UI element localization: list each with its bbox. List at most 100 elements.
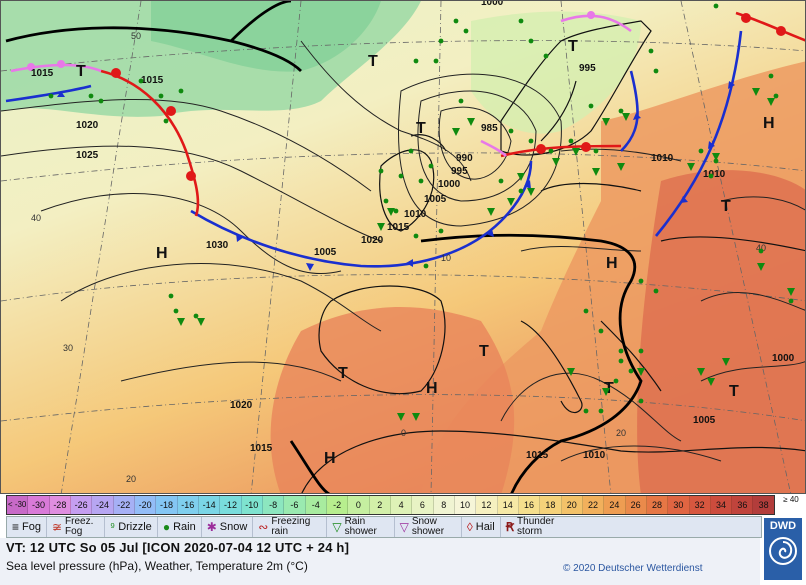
scale-cell: 30 xyxy=(668,496,690,514)
isobar-label: 995 xyxy=(451,166,468,177)
scale-cell: 34 xyxy=(710,496,733,514)
rain-shower-marker xyxy=(592,168,600,176)
rain-marker xyxy=(463,28,469,34)
rain-shower-marker xyxy=(722,358,730,366)
scale-cell: -30 xyxy=(28,496,50,514)
rain-marker xyxy=(168,293,174,299)
legend-hail: ◊ Hail xyxy=(462,517,501,537)
scale-cell: 24 xyxy=(604,496,626,514)
low-center: T xyxy=(721,198,731,215)
rain-marker xyxy=(788,298,794,304)
rain-shower-marker xyxy=(602,118,610,126)
rain-marker xyxy=(528,38,534,44)
weather-legend: ≡ Fog ≆ Freez. Fog ⁹ Drizzle ● Rain ✱ Snow ∾ F… xyxy=(6,516,762,538)
isobar-label: 1015 xyxy=(387,222,410,233)
scale-cell: -14 xyxy=(198,496,221,514)
scale-cell: 10 xyxy=(454,496,477,514)
scale-cell: 22 xyxy=(582,496,605,514)
rain-marker xyxy=(178,88,184,94)
rain-shower-icon: ▽ xyxy=(332,520,342,534)
scale-cell: -16 xyxy=(177,496,199,514)
legend-fog: ≡ Fog xyxy=(7,517,47,537)
rain-marker xyxy=(383,198,389,204)
warm-front xyxy=(100,11,805,217)
isobar-label: 1005 xyxy=(693,415,716,426)
isobar-label: 1030 xyxy=(206,240,229,251)
rain-marker xyxy=(548,148,554,154)
legend-snow-shower-label: Snow shower xyxy=(411,516,445,537)
coastlines xyxy=(301,20,805,493)
graticule xyxy=(1,1,805,493)
legend-rain: ● Rain xyxy=(158,517,202,537)
rain-marker xyxy=(378,168,384,174)
temperature-label: 40 xyxy=(31,213,41,223)
rain-marker xyxy=(648,48,654,54)
rain-shower-marker xyxy=(517,173,525,181)
cool-region-inner xyxy=(151,1,381,72)
rain-marker xyxy=(423,263,429,269)
dwd-spiral-icon xyxy=(769,537,797,565)
rain-marker xyxy=(173,308,179,314)
rain-marker xyxy=(163,118,169,124)
scale-cell: 12 xyxy=(476,496,498,514)
rain-marker xyxy=(393,208,399,214)
scale-cell: 6 xyxy=(412,496,434,514)
map-canvas: H H H H H T T T T T T T T T 1000 1010 10… xyxy=(1,1,805,493)
rain-marker xyxy=(628,368,634,374)
freezing-rain-icon: ∾ xyxy=(258,520,269,534)
isobars xyxy=(1,40,805,462)
isobar-label: 985 xyxy=(481,123,498,134)
rain-shower-marker xyxy=(567,368,575,376)
rain-marker xyxy=(588,103,594,109)
fog-icon: ≡ xyxy=(12,520,20,534)
precipitation-markers xyxy=(48,3,795,421)
scale-cell: 26 xyxy=(625,496,647,514)
hail-icon: ◊ xyxy=(466,520,473,534)
legend-rain-label: Rain xyxy=(173,521,196,533)
rain-marker xyxy=(613,378,619,384)
rain-marker xyxy=(598,328,604,334)
scale-cell: -12 xyxy=(220,496,242,514)
rain-shower-marker xyxy=(412,413,420,421)
copyright-credit: © 2020 Deutscher Wetterdienst xyxy=(563,563,703,574)
temperature-label: 0 xyxy=(401,428,406,438)
rain-icon: ● xyxy=(162,520,171,534)
legend-freezing-fog-label: Freez. Fog xyxy=(65,516,94,537)
rain-shower-marker xyxy=(177,318,185,326)
rain-marker xyxy=(768,73,774,79)
rain-shower-marker xyxy=(622,113,630,121)
rain-marker xyxy=(398,173,404,179)
rain-shower-marker xyxy=(602,388,610,396)
legend-thunderstorm-label: Thunder storm xyxy=(517,516,555,537)
rain-marker xyxy=(528,138,534,144)
scale-cell: -8 xyxy=(262,496,285,514)
dwd-logo: DWD xyxy=(764,518,802,580)
legend-rain-shower: ▽ Rain shower xyxy=(327,517,395,537)
rain-marker xyxy=(653,288,659,294)
dwd-logo-text: DWD xyxy=(769,520,797,532)
high-center: H xyxy=(606,255,618,272)
scale-cell: -22 xyxy=(113,496,135,514)
rain-marker xyxy=(48,93,54,99)
isobar-label: 1020 xyxy=(76,120,99,131)
rain-marker xyxy=(193,313,199,319)
valid-time: VT: 12 UTC So 05 Jul [ICON 2020-07-04 12… xyxy=(6,540,350,555)
rain-shower-marker xyxy=(197,318,205,326)
scale-cell: -10 xyxy=(241,496,263,514)
hot-region xyxy=(637,170,805,493)
rain-shower-marker xyxy=(387,208,395,216)
rain-marker xyxy=(698,148,704,154)
isobar-label: 1025 xyxy=(76,150,99,161)
rain-shower-marker xyxy=(552,158,560,166)
temperature-color-scale: < -30 -30 -28 -26 -24 -22 -20 -18 -16 -14 -12 -10 -8… xyxy=(6,495,775,515)
isobar-label: 1005 xyxy=(424,194,447,205)
high-center: H xyxy=(324,450,336,467)
freezing-fog-icon: ≆ xyxy=(51,520,63,534)
temperature-label: 50 xyxy=(131,31,141,41)
scale-cell: -18 xyxy=(156,496,178,514)
isobar-label: 1015 xyxy=(31,68,54,79)
snow-shower-icon: ▽ xyxy=(399,520,409,534)
rain-marker xyxy=(508,128,514,134)
scale-cell: -28 xyxy=(49,496,71,514)
low-center: T xyxy=(568,38,578,55)
